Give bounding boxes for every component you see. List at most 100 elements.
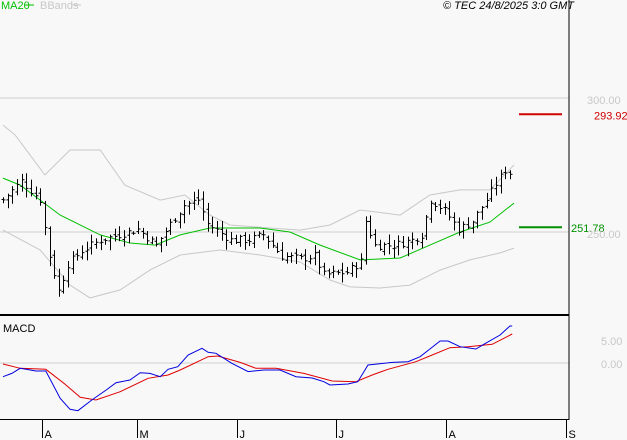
ohlc-bar	[271, 232, 276, 248]
ohlc-bar	[1, 197, 6, 204]
ohlc-bar	[489, 179, 494, 202]
ohlc-bar	[401, 235, 406, 249]
ohlc-bar	[85, 241, 90, 261]
signal-line	[2, 333, 513, 401]
ohlc-bar	[229, 231, 234, 245]
ohlc-bar	[117, 226, 122, 242]
ohlc-bar	[38, 188, 43, 206]
gridlines	[0, 97, 569, 364]
ohlc-bar	[471, 220, 476, 234]
ohlc-bar	[34, 186, 39, 200]
ohlc-bar	[503, 166, 508, 180]
ohlc-bar	[201, 191, 206, 221]
ohlc-bar	[89, 234, 94, 255]
ohlc-bar	[313, 245, 318, 266]
ohlc-bar	[99, 235, 104, 251]
ohlc-bar	[415, 238, 420, 246]
ohlc-bar	[168, 218, 173, 235]
ohlc-bar	[113, 228, 118, 242]
ohlc-bar	[340, 262, 345, 283]
ma20-path	[2, 177, 515, 261]
ohlc-bar	[308, 254, 313, 265]
bb-upper-line	[2, 124, 515, 231]
ohlc-bar	[466, 217, 471, 230]
ma20-line	[2, 177, 515, 261]
price-level-label: 293.92	[594, 110, 627, 122]
month-label: S	[569, 429, 576, 440]
ohlc-bar	[178, 212, 183, 229]
price-bars	[1, 166, 513, 297]
ohlc-bar	[108, 234, 113, 251]
ohlc-bar	[480, 205, 485, 220]
ohlc-bar	[373, 229, 378, 247]
ohlc-bar	[66, 260, 71, 288]
ohlc-bar	[15, 179, 20, 196]
ohlc-bar	[452, 212, 457, 231]
ohlc-bar	[150, 236, 155, 245]
ohlc-bar	[24, 173, 29, 198]
ohlc-bar	[257, 231, 262, 238]
ohlc-bar	[75, 249, 80, 261]
ohlc-bar	[6, 193, 11, 209]
ohlc-bar	[457, 217, 462, 236]
ohlc-bar	[499, 169, 504, 194]
legend: MA20 BBands	[1, 0, 81, 12]
ohlc-bar	[43, 200, 48, 236]
ohlc-bar	[187, 200, 192, 215]
ohlc-bar	[420, 232, 425, 249]
macd-axis-label: 0.00	[601, 359, 622, 371]
ohlc-bar	[508, 170, 513, 180]
ohlc-bar	[331, 265, 336, 279]
ohlc-bar	[122, 230, 127, 247]
ohlc-bar	[438, 199, 443, 214]
ohlc-bar	[294, 248, 299, 264]
ohlc-bar	[10, 186, 15, 204]
ohlc-bar	[289, 252, 294, 263]
ohlc-bar	[192, 191, 197, 210]
ohlc-bar	[485, 192, 490, 209]
ohlc-bar	[299, 253, 304, 260]
ohlc-bar	[20, 173, 25, 192]
ohlc-bar	[131, 231, 136, 235]
ohlc-bar	[173, 218, 178, 223]
ohlc-bar	[154, 236, 159, 247]
ohlc-bar	[392, 239, 397, 258]
ohlc-bar	[447, 201, 452, 221]
ohlc-bar	[410, 232, 415, 250]
ohlc-bar	[238, 234, 243, 247]
ohlc-bar	[378, 239, 383, 251]
macd-panel-title: MACD	[3, 323, 35, 335]
ohlc-bar	[475, 210, 480, 229]
ohlc-bar	[387, 234, 392, 255]
y-axis-labels: 300.00 250.00 5.00 0.00	[587, 95, 622, 371]
ohlc-bar	[396, 235, 401, 256]
ohlc-bar	[317, 249, 322, 275]
macd-lines	[2, 325, 513, 412]
ohlc-bar	[57, 268, 62, 297]
ohlc-bar	[220, 221, 225, 241]
ohlc-bar	[285, 252, 290, 264]
month-label: M	[140, 429, 149, 440]
ohlc-bar	[159, 237, 164, 253]
ohlc-bar	[61, 275, 66, 294]
ohlc-bar	[443, 203, 448, 215]
ohlc-bar	[210, 216, 215, 234]
bollinger-bands	[2, 124, 515, 299]
ohlc-bar	[247, 234, 252, 247]
ohlc-bar	[494, 176, 499, 196]
ohlc-bar	[182, 200, 187, 224]
ohlc-bar	[145, 230, 150, 245]
ohlc-bar	[303, 249, 308, 270]
month-label: A	[449, 429, 457, 440]
ohlc-bar	[364, 216, 369, 265]
price-levels: 293.92 251.78	[519, 110, 627, 235]
ohlc-bar	[350, 262, 355, 277]
ohlc-bar	[52, 250, 57, 279]
ohlc-bar	[71, 251, 76, 275]
ohlc-bar	[215, 220, 220, 237]
price-level-label: 251.78	[571, 223, 605, 235]
month-label: A	[45, 429, 53, 440]
macd-line	[2, 325, 513, 412]
ohlc-bar	[261, 230, 266, 241]
